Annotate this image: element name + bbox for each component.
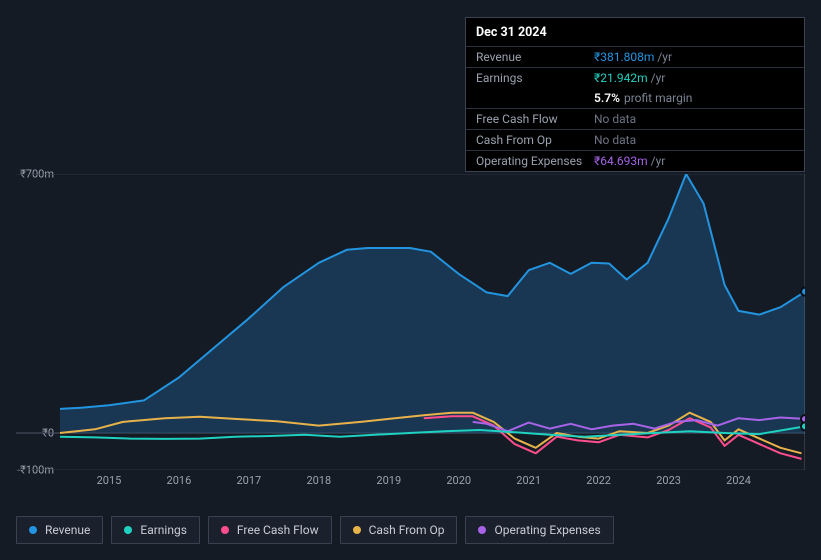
x-axis-labels: 2015 2016 2017 2018 2019 2020 2021 2022 2023 2024 xyxy=(16,474,805,492)
tooltip-label xyxy=(476,91,594,105)
tooltip-value: ₹21.942m xyxy=(594,71,648,85)
legend-swatch-icon xyxy=(221,526,229,534)
legend-swatch-icon xyxy=(478,526,486,534)
tooltip-label: Cash From Op xyxy=(476,133,594,147)
tooltip-panel: Dec 31 2024 Revenue ₹381.808m /yr Earnin… xyxy=(465,17,805,172)
legend-label: Cash From Op xyxy=(369,523,445,537)
x-tick-label: 2022 xyxy=(586,474,611,487)
legend-item-fcf[interactable]: Free Cash Flow xyxy=(208,516,332,544)
tooltip-pm-value: 5.7% xyxy=(594,91,620,105)
legend-label: Revenue xyxy=(45,523,90,537)
x-tick-label: 2019 xyxy=(376,474,401,487)
tooltip-unit: /yr xyxy=(657,50,672,64)
x-tick-label: 2023 xyxy=(656,474,681,487)
tooltip-label: Free Cash Flow xyxy=(476,112,594,126)
tooltip-label: Revenue xyxy=(476,50,594,64)
legend-label: Free Cash Flow xyxy=(237,523,319,537)
tooltip-row-cfo: Cash From Op No data xyxy=(466,129,804,150)
x-tick-label: 2015 xyxy=(97,474,122,487)
legend-item-opex[interactable]: Operating Expenses xyxy=(465,516,613,544)
x-tick-label: 2021 xyxy=(516,474,541,487)
tooltip-label: Operating Expenses xyxy=(476,154,594,168)
x-tick-label: 2024 xyxy=(726,474,751,487)
tooltip-value: ₹64.693m xyxy=(594,154,648,168)
x-tick-label: 2020 xyxy=(446,474,471,487)
legend-item-revenue[interactable]: Revenue xyxy=(16,516,103,544)
chart-area[interactable]: ₹700m₹0-₹100m xyxy=(16,160,805,480)
legend-label: Earnings xyxy=(140,523,187,537)
tooltip-row-revenue: Revenue ₹381.808m /yr xyxy=(466,46,804,67)
tooltip-row-earnings: Earnings ₹21.942m /yr xyxy=(466,67,804,88)
tooltip-unit: /yr xyxy=(651,154,666,168)
legend-label: Operating Expenses xyxy=(494,523,600,537)
plot-surface[interactable] xyxy=(16,174,805,470)
tooltip-date: Dec 31 2024 xyxy=(466,18,804,46)
tooltip-row-opex: Operating Expenses ₹64.693m /yr xyxy=(466,150,804,171)
chart-svg xyxy=(16,174,805,470)
legend-swatch-icon xyxy=(124,526,132,534)
tooltip-label: Earnings xyxy=(476,71,594,85)
legend-item-cfo[interactable]: Cash From Op xyxy=(340,516,458,544)
legend-swatch-icon xyxy=(29,526,37,534)
tooltip-unit: /yr xyxy=(651,71,666,85)
x-tick-label: 2017 xyxy=(236,474,261,487)
tooltip-row-fcf: Free Cash Flow No data xyxy=(466,108,804,129)
tooltip-nodata: No data xyxy=(594,133,636,147)
legend: Revenue Earnings Free Cash Flow Cash From O… xyxy=(16,516,614,544)
tooltip-value: ₹381.808m xyxy=(594,50,654,64)
x-tick-label: 2016 xyxy=(167,474,192,487)
legend-item-earnings[interactable]: Earnings xyxy=(111,516,200,544)
x-tick-label: 2018 xyxy=(306,474,331,487)
tooltip-row-profit-margin: 5.7% profit margin xyxy=(466,88,804,108)
legend-swatch-icon xyxy=(353,526,361,534)
tooltip-pm-label: profit margin xyxy=(624,91,692,105)
tooltip-nodata: No data xyxy=(594,112,636,126)
